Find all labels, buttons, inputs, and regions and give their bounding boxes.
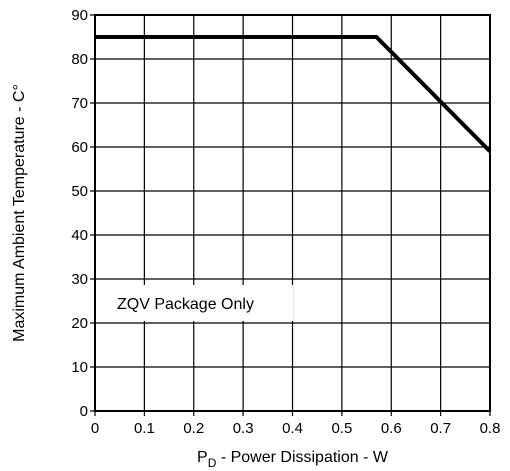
y-tick-label: 70	[71, 95, 88, 112]
x-axis-title-rest: - Power Dissipation - W	[216, 449, 388, 466]
series-line	[95, 35, 492, 153]
y-tick-label: 60	[71, 139, 88, 156]
series-layer	[95, 35, 492, 153]
y-axis-title: Maximum Ambient Temperature - C°	[11, 84, 28, 342]
annotation-label: ZQV Package Only	[117, 296, 254, 313]
y-tick-labels: 0 10 20 30 40 50 60 70 80 90	[71, 7, 88, 420]
x-tick-label: 0.6	[381, 420, 402, 437]
y-tick-label: 0	[80, 403, 88, 420]
x-tick-label: 0.7	[430, 420, 451, 437]
x-tick-label: 0.3	[233, 420, 254, 437]
annotation-box: ZQV Package Only	[108, 285, 293, 321]
x-tick-label: 0	[91, 420, 99, 437]
x-tick-label: 0.4	[282, 420, 303, 437]
y-tick-label: 20	[71, 315, 88, 332]
x-tick-label: 0.1	[134, 420, 155, 437]
x-axis-title: PD - Power Dissipation - W	[197, 449, 389, 470]
x-tick-label: 0.8	[480, 420, 501, 437]
y-tick-label: 80	[71, 51, 88, 68]
y-tick-label: 30	[71, 271, 88, 288]
grid-lines	[90, 14, 491, 416]
y-tick-label: 40	[71, 227, 88, 244]
x-axis-title-main: P	[197, 449, 208, 466]
plot-area-frame	[94, 14, 491, 412]
y-tick-label: 90	[71, 7, 88, 24]
y-tick-label: 50	[71, 183, 88, 200]
y-tick-label: 10	[71, 359, 88, 376]
annotation-background	[108, 285, 293, 321]
x-tick-label: 0.5	[331, 420, 352, 437]
x-axis-title-subscript: D	[208, 456, 217, 470]
x-tick-label: 0.2	[183, 420, 204, 437]
x-tick-labels: 0 0.1 0.2 0.3 0.4 0.5 0.6 0.7 0.8	[91, 420, 501, 437]
